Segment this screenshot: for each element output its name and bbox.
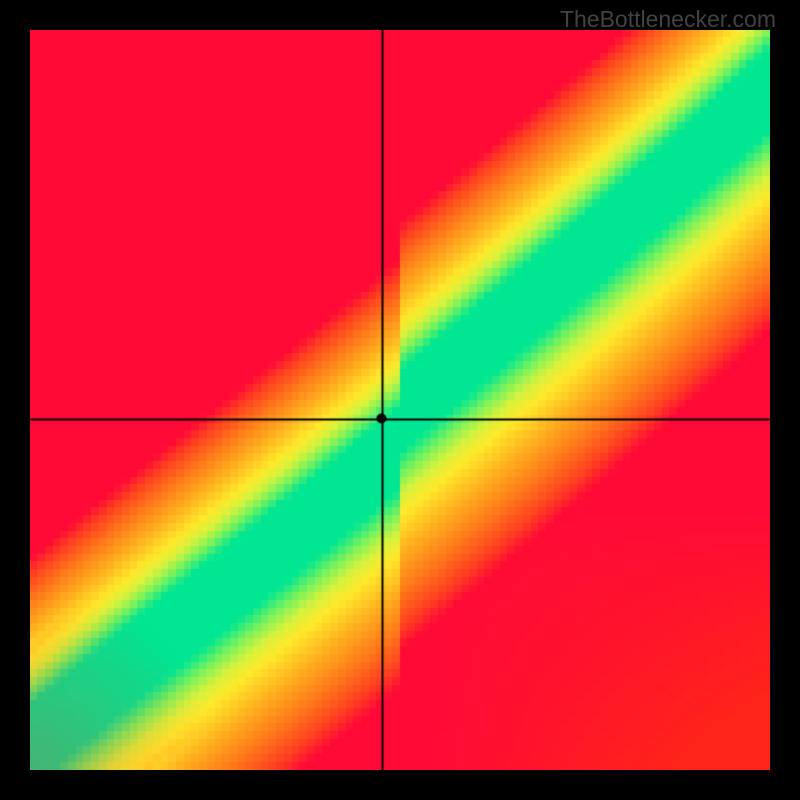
bottleneck-heatmap [30, 30, 770, 770]
watermark-text: TheBottlenecker.com [560, 6, 776, 33]
chart-root: TheBottlenecker.com [0, 0, 800, 800]
